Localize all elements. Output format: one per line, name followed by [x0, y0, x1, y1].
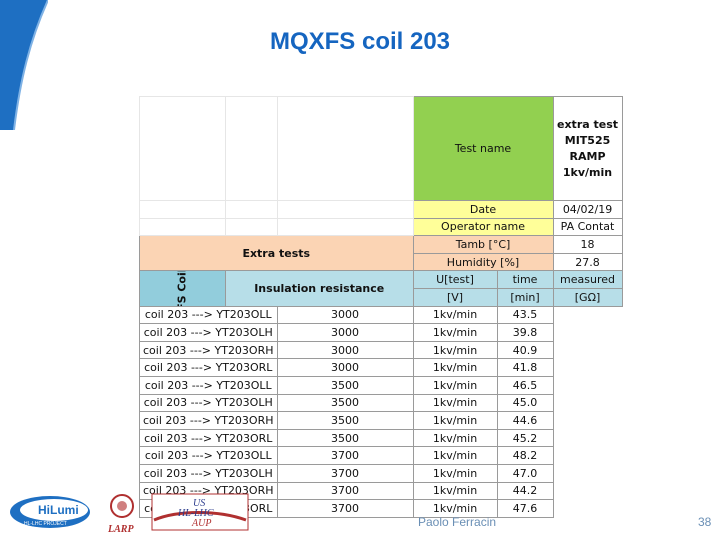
page-number: 38	[698, 515, 712, 529]
voltage-cell: 3700	[276, 463, 414, 483]
hilumi-sub: HL-LHC PROJECT	[24, 521, 67, 527]
time-cell: 1kv/min	[412, 305, 498, 325]
table-row: coil 203 ---> YT203ORH 3500 1kv/min 44.6	[139, 411, 623, 430]
extra-tests-label: Extra tests	[139, 235, 414, 272]
insulation-title: Insulation resistance	[224, 270, 414, 307]
circuit-cell: coil 203 ---> YT203ORL	[139, 428, 278, 448]
col-header-measured: measured	[552, 270, 623, 289]
temperature-row: Extra tests Tamb [°C] 18	[139, 235, 623, 272]
voltage-cell: 3500	[276, 375, 414, 395]
time-cell: 1kv/min	[412, 499, 498, 518]
circuit-cell: coil 203 ---> YT203OLH	[139, 323, 278, 342]
circuit-cell: coil 203 ---> YT203OLH	[139, 393, 278, 413]
measured-cell: 44.6	[496, 411, 554, 430]
circuit-cell: coil 203 ---> YT203OLH	[139, 463, 278, 483]
time-cell: 1kv/min	[412, 323, 498, 342]
column-header-row: MQXFS Coil#203 Insulation resistance U[t…	[139, 270, 623, 307]
hl-lhc-text: HL-LHC	[177, 508, 214, 519]
table-row: coil 203 ---> YT203OLH 3500 1kv/min 45.0	[139, 393, 623, 413]
table-row: coil 203 ---> YT203OLH 3700 1kv/min 47.0	[139, 463, 623, 483]
corner-decoration	[0, 0, 48, 130]
slide-title: MQXFS coil 203	[269, 28, 451, 55]
voltage-cell: 3000	[276, 358, 414, 377]
table-row: coil 203 ---> YT203ORL 3500 1kv/min 45.2	[139, 428, 623, 448]
time-cell: 1kv/min	[412, 481, 498, 501]
circuit-cell: coil 203 ---> YT203ORL	[139, 358, 278, 377]
measured-cell: 47.0	[496, 463, 554, 483]
humidity-label: Humidity [%]	[412, 252, 554, 272]
time-cell: 1kv/min	[412, 393, 498, 413]
measured-cell: 45.0	[496, 393, 554, 413]
col-header-voltage: U[test]	[412, 270, 498, 289]
coil-side-label: MQXFS Coil#203	[176, 272, 189, 305]
voltage-cell: 3000	[276, 340, 414, 360]
voltage-cell: 3700	[276, 446, 414, 465]
measured-cell: 46.5	[496, 375, 554, 395]
time-cell: 1kv/min	[412, 428, 498, 448]
measured-cell: 48.2	[496, 446, 554, 465]
circuit-cell: coil 203 ---> YT203OLL	[139, 446, 278, 465]
table-row: coil 203 ---> YT203OLL 3500 1kv/min 46.5	[139, 375, 623, 395]
measured-cell: 41.8	[496, 358, 554, 377]
footer-logos: HiLumi HL-LHC PROJECT LARP US HL-LHC AUP	[10, 493, 249, 535]
date-row: Date 04/02/19	[139, 200, 623, 219]
hilumi-text: HiLumi	[38, 503, 79, 517]
date-label: Date	[412, 200, 554, 219]
measured-cell: 40.9	[496, 340, 554, 360]
side-label-cell: MQXFS Coil#203	[139, 270, 226, 307]
time-cell: 1kv/min	[412, 340, 498, 360]
circuit-cell: coil 203 ---> YT203ORH	[139, 340, 278, 360]
measured-cell: 44.2	[496, 481, 554, 501]
us-text: US	[193, 498, 205, 509]
operator-label: Operator name	[412, 217, 554, 237]
us-hl-lhc-aup-logo: US HL-LHC AUP	[151, 493, 249, 531]
humidity-row: Humidity [%] 27.8	[140, 252, 623, 272]
table-row: coil 203 ---> YT203OLL 3700 1kv/min 48.2	[139, 446, 623, 465]
voltage-cell: 3700	[276, 499, 414, 518]
humidity-value: 27.8	[552, 252, 623, 272]
unit-measured: [GΩ]	[552, 287, 623, 307]
test-name-label: Test name	[412, 96, 554, 201]
circuit-cell: coil 203 ---> YT203ORH	[139, 411, 278, 430]
measured-cell: 47.6	[496, 499, 554, 518]
measured-cell: 43.5	[496, 305, 554, 325]
unit-voltage: [V]	[412, 287, 498, 307]
measured-cell: 39.8	[496, 323, 554, 342]
circuit-cell: coil 203 ---> YT203OLL	[139, 305, 278, 325]
date-value: 04/02/19	[552, 200, 623, 219]
operator-value: PA Contat	[552, 217, 623, 237]
voltage-cell: 3000	[276, 305, 414, 325]
measured-cell: 45.2	[496, 428, 554, 448]
voltage-cell: 3000	[276, 323, 414, 342]
time-cell: 1kv/min	[412, 411, 498, 430]
units-row: [V] [min] [GΩ]	[140, 287, 623, 307]
col-header-time: time	[496, 270, 554, 289]
time-cell: 1kv/min	[412, 375, 498, 395]
larp-logo: LARP	[107, 494, 134, 535]
unit-time: [min]	[496, 287, 554, 307]
presenter-name: Paolo Ferracin	[418, 515, 497, 529]
extra-test-label: extra test MIT525 RAMP 1kv/min	[552, 96, 623, 201]
aup-text: AUP	[191, 518, 211, 529]
larp-text: LARP	[107, 524, 134, 535]
table-row: coil 203 ---> YT203OLH 3000 1kv/min 39.8	[139, 323, 623, 342]
time-cell: 1kv/min	[412, 358, 498, 377]
hilumi-logo: HiLumi HL-LHC PROJECT	[10, 496, 90, 528]
voltage-cell: 3700	[276, 481, 414, 501]
voltage-cell: 3500	[276, 393, 414, 413]
table-row: coil 203 ---> YT203OLL 3000 1kv/min 43.5	[139, 305, 623, 325]
temperature-value: 18	[552, 235, 623, 254]
temperature-label: Tamb [°C]	[412, 235, 554, 254]
voltage-cell: 3500	[276, 411, 414, 430]
operator-row: Operator name PA Contat	[139, 217, 623, 237]
table-row: coil 203 ---> YT203ORH 3000 1kv/min 40.9	[139, 340, 623, 360]
voltage-cell: 3500	[276, 428, 414, 448]
time-cell: 1kv/min	[412, 463, 498, 483]
circuit-cell: coil 203 ---> YT203OLL	[139, 375, 278, 395]
table-row: coil 203 ---> YT203ORL 3000 1kv/min 41.8	[139, 358, 623, 377]
time-cell: 1kv/min	[412, 446, 498, 465]
insulation-results-table: Test name extra test MIT525 RAMP 1kv/min…	[139, 96, 623, 518]
